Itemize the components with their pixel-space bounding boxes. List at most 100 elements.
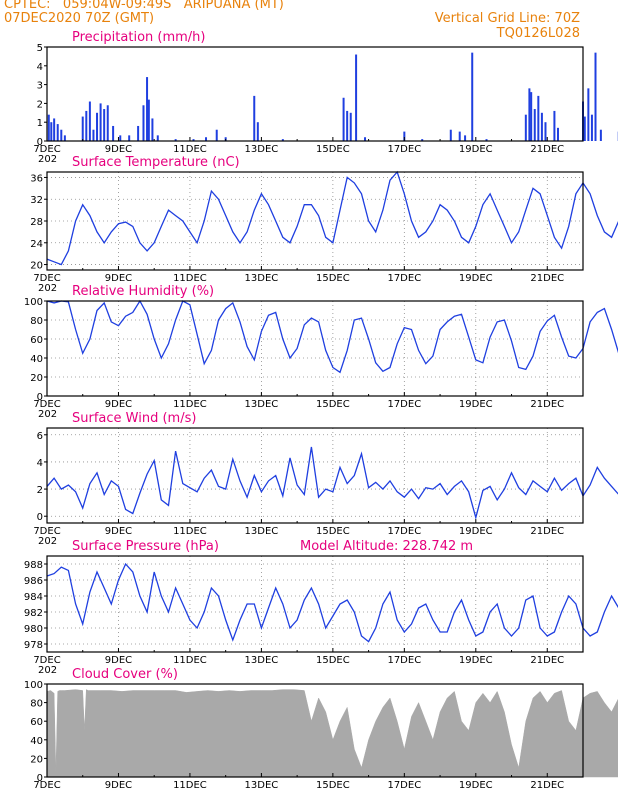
precip-bar <box>583 116 586 141</box>
x-tick-label: 17DEC <box>387 780 421 791</box>
x-tick-label: 11DEC <box>173 526 207 537</box>
x-tick-label: 21DEC <box>530 399 564 410</box>
y-tick-label: 32 <box>30 195 43 206</box>
precip-bar <box>524 114 527 141</box>
x-tick-label: 15DEC <box>316 780 350 791</box>
y-tick-label: 36 <box>30 173 43 184</box>
precip-bar <box>556 127 559 141</box>
y-tick-label: 3 <box>37 81 43 92</box>
x-tick-label: 9DEC <box>105 144 132 155</box>
y-tick-label: 6 <box>37 431 43 442</box>
y-tick-label: 988 <box>24 560 43 571</box>
precip-bar <box>215 129 218 141</box>
y-tick-label: 28 <box>30 217 43 228</box>
precip-bar <box>342 97 345 141</box>
x-tick-label: 19DEC <box>459 655 493 666</box>
x-tick-label: 17DEC <box>387 273 421 284</box>
x-tick-label: 7DEC <box>33 780 60 791</box>
precip-bar <box>88 101 91 141</box>
panel-frame <box>46 300 584 397</box>
x-tick-label: 17DEC <box>387 526 421 537</box>
x-tick-label: 11DEC <box>173 273 207 284</box>
precip-bar <box>174 139 177 141</box>
x-tick-label: 15DEC <box>316 655 350 666</box>
y-tick-label: 40 <box>30 736 43 747</box>
precip-bar <box>533 109 536 141</box>
series-line-1 <box>46 170 618 266</box>
x-tick-label: 11DEC <box>173 780 207 791</box>
precip-bar <box>403 131 406 141</box>
precip-bar <box>103 109 106 141</box>
x-tick-label: 13DEC <box>245 655 279 666</box>
x-tick-label: 7DEC <box>33 526 60 537</box>
precip-bar <box>349 112 352 141</box>
precip-bar <box>471 52 474 141</box>
precip-bar <box>464 135 467 141</box>
y-tick-label: 80 <box>30 699 43 710</box>
precip-bar <box>96 112 99 141</box>
x-tick-label: 13DEC <box>245 144 279 155</box>
y-tick-label: 100 <box>24 680 43 691</box>
panel-title: Relative Humidity (%) <box>72 284 214 299</box>
y-tick-label: 0 <box>37 392 43 403</box>
series-line-3 <box>46 446 618 521</box>
precip-bar <box>485 139 488 141</box>
x-tick-label: 9DEC <box>105 399 132 410</box>
precip-bar <box>50 122 53 141</box>
x-tick-label: 7DEC <box>33 655 60 666</box>
precip-bar <box>256 122 259 141</box>
y-tick-label: 980 <box>24 624 43 635</box>
x-tick-label: 21DEC <box>530 526 564 537</box>
precip-bar <box>119 135 122 141</box>
precip-bar <box>92 129 95 141</box>
x-year-label: 202 <box>38 665 57 676</box>
x-year-label: 202 <box>38 536 57 547</box>
x-tick-label: 15DEC <box>316 399 350 410</box>
precip-bar <box>128 135 131 141</box>
y-tick-label: 4 <box>37 62 43 73</box>
precip-bar <box>56 124 59 141</box>
y-tick-label: 982 <box>24 608 43 619</box>
panel-frame <box>46 427 584 524</box>
x-tick-label: 9DEC <box>105 655 132 666</box>
x-tick-label: 17DEC <box>387 399 421 410</box>
x-tick-label: 9DEC <box>105 780 132 791</box>
panel-title: Surface Pressure (hPa) <box>72 539 219 554</box>
x-tick-label: 13DEC <box>245 273 279 284</box>
precip-bar <box>106 105 109 141</box>
precip-bar <box>112 125 115 141</box>
precip-bar <box>553 110 556 141</box>
grid-line-header: Vertical Grid Line: 70Z <box>434 11 580 26</box>
model-altitude: Model Altitude: 228.742 m <box>300 539 473 554</box>
y-tick-label: 20 <box>30 261 43 272</box>
precip-bar <box>81 116 84 141</box>
precip-bar <box>205 137 208 141</box>
precip-bar <box>53 118 56 141</box>
station-header: CPTEC: 059:04W-09:49S ARIPUANA (MT) <box>4 0 284 12</box>
precip-bar <box>99 103 102 141</box>
panel-frame <box>46 555 584 653</box>
y-tick-label: 60 <box>30 717 43 728</box>
x-tick-label: 13DEC <box>245 526 279 537</box>
x-tick-label: 21DEC <box>530 780 564 791</box>
precip-bar <box>599 129 602 141</box>
precip-bar <box>421 139 424 141</box>
panel-frame <box>46 46 584 142</box>
precip-bar <box>594 52 597 141</box>
x-tick-label: 13DEC <box>245 780 279 791</box>
precip-bar <box>253 95 256 141</box>
y-tick-label: 1 <box>37 118 43 129</box>
x-tick-label: 7DEC <box>33 273 60 284</box>
precip-bar <box>146 77 149 141</box>
x-tick-label: 11DEC <box>173 144 207 155</box>
y-tick-label: 0 <box>37 512 43 523</box>
precip-bar <box>587 88 590 141</box>
precip-bar <box>63 135 66 141</box>
y-tick-label: 2 <box>37 99 43 110</box>
x-tick-label: 19DEC <box>459 526 493 537</box>
x-year-label: 202 <box>38 154 57 165</box>
x-tick-label: 17DEC <box>387 655 421 666</box>
x-tick-label: 7DEC <box>33 399 60 410</box>
panel-title: Surface Wind (m/s) <box>72 411 196 426</box>
